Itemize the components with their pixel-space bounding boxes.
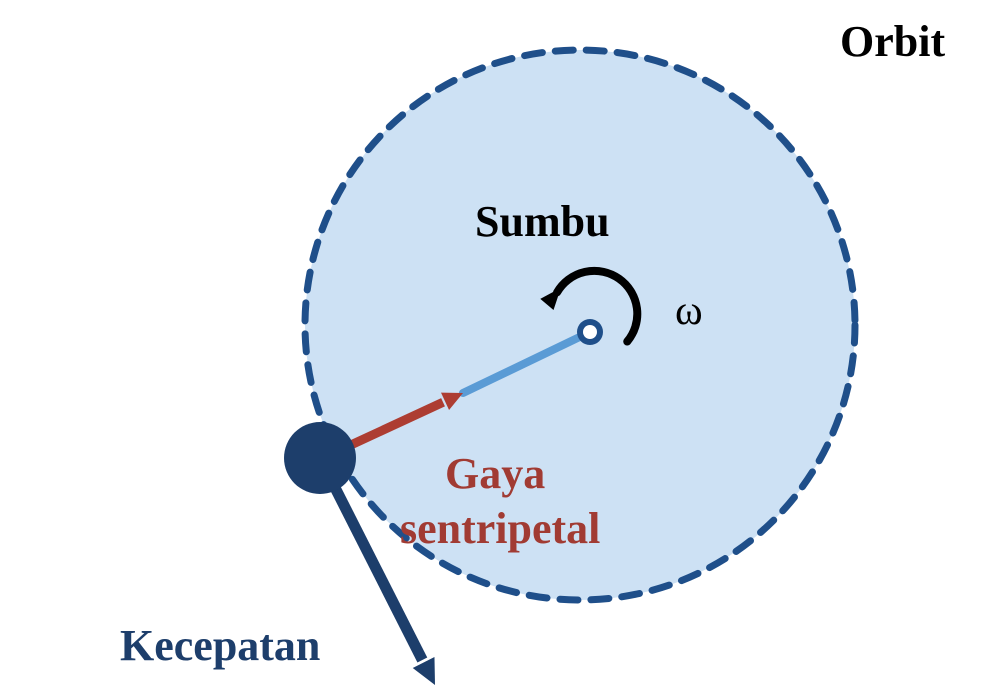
- label-gaya1-text: Gaya: [445, 449, 545, 498]
- label-omega-text: ω: [675, 288, 703, 334]
- label-gaya1: Gaya: [445, 450, 545, 498]
- label-orbit-text: Orbit: [840, 17, 945, 66]
- diagram-container: Orbit Sumbu ω Gaya sentripetal Kecepatan: [0, 0, 1000, 700]
- label-orbit: Orbit: [840, 18, 945, 66]
- label-gaya2-text: sentripetal: [400, 504, 600, 553]
- label-gaya2: sentripetal: [400, 505, 600, 553]
- label-kecepatan-text: Kecepatan: [120, 621, 320, 670]
- label-sumbu: Sumbu: [475, 198, 610, 246]
- label-omega: ω: [675, 288, 703, 334]
- label-kecepatan: Kecepatan: [120, 622, 320, 670]
- diagram-svg: [0, 0, 1000, 700]
- label-sumbu-text: Sumbu: [475, 197, 610, 246]
